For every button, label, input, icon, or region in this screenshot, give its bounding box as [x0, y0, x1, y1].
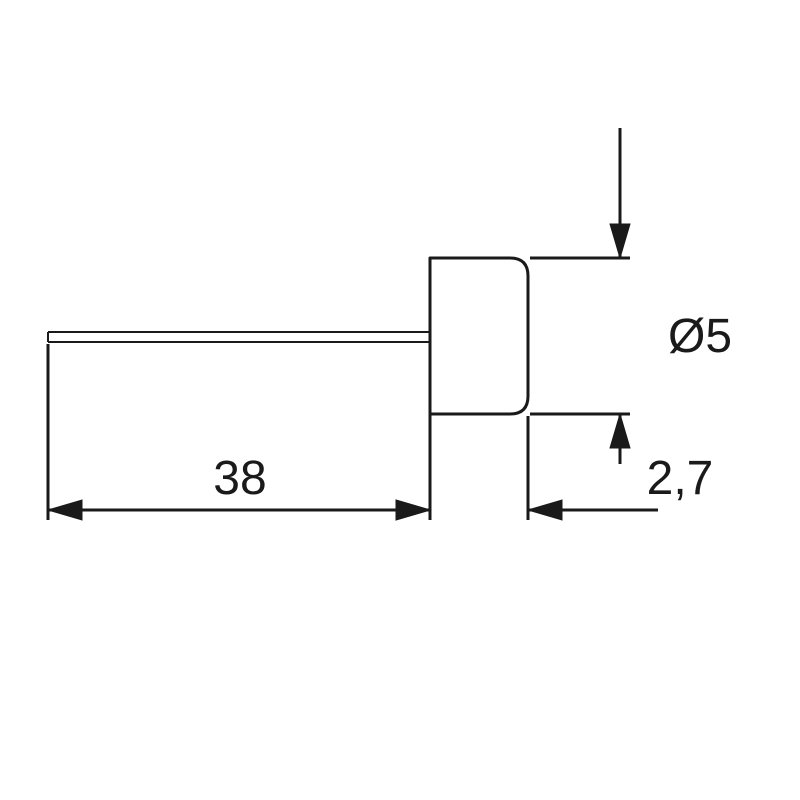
dim-label-length: 38	[213, 452, 266, 505]
dim-label-width: 2,7	[647, 452, 714, 505]
component-head	[430, 258, 528, 414]
dim-label-diameter: Ø5	[668, 310, 732, 363]
technical-drawing: 38 2,7 Ø5	[0, 0, 800, 800]
